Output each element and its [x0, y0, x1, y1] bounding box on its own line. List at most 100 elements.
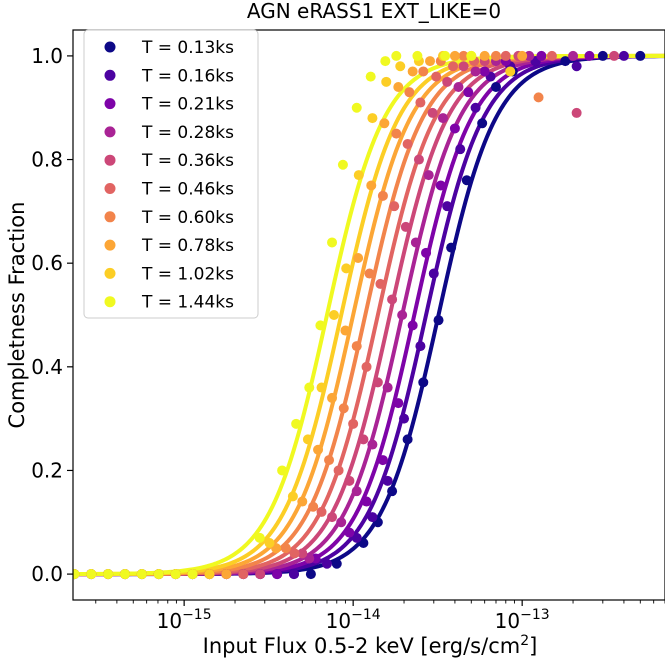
- data-point-series-2: [421, 247, 432, 258]
- data-point-series-0: [477, 118, 488, 129]
- data-point-series-5: [415, 97, 426, 108]
- data-point-series-9: [291, 418, 302, 429]
- y-tick-label: 0.0: [31, 562, 63, 586]
- legend-label: T = 0.36ks: [141, 151, 234, 171]
- data-point-series-6: [490, 50, 501, 61]
- legend-label: T = 0.21ks: [141, 95, 234, 115]
- data-point-series-4: [387, 294, 398, 305]
- data-point-series-1: [351, 532, 362, 543]
- legend-label: T = 0.13ks: [141, 38, 234, 58]
- data-point-series-4: [372, 377, 383, 388]
- data-point-series-0: [597, 50, 608, 61]
- data-point-series-1: [321, 558, 332, 569]
- data-point-series-7: [366, 180, 377, 191]
- y-tick-label: 0.8: [31, 148, 63, 172]
- data-point-series-2: [584, 50, 595, 61]
- data-point-series-0: [433, 315, 444, 326]
- data-point-series-9: [86, 569, 97, 580]
- data-point-series-6: [324, 455, 335, 466]
- data-point-series-7: [340, 325, 351, 336]
- data-point-series-0: [387, 486, 398, 497]
- x-tick-label: 10−13: [495, 607, 550, 633]
- x-tick-label: 10−14: [326, 607, 381, 633]
- data-point-series-2: [463, 87, 474, 98]
- y-tick-label: 1.0: [31, 44, 63, 68]
- data-point-series-8: [353, 170, 364, 181]
- legend-marker: [104, 154, 116, 166]
- data-point-series-4: [413, 154, 424, 165]
- data-point-series-4: [571, 107, 582, 118]
- data-point-series-5: [289, 548, 300, 559]
- legend-marker: [104, 126, 116, 138]
- data-point-series-6: [458, 50, 469, 61]
- data-point-series-5: [238, 569, 249, 580]
- legend-marker: [104, 41, 116, 53]
- data-point-series-7: [297, 496, 308, 507]
- data-point-series-5: [389, 201, 400, 212]
- data-point-series-1: [618, 50, 629, 61]
- data-point-series-3: [397, 310, 408, 320]
- legend-label: T = 1.02ks: [141, 264, 234, 284]
- x-axis-label: Input Flux 0.5-2 keV [erg/s/cm2]: [203, 633, 538, 658]
- data-point-series-5: [546, 50, 557, 61]
- x-axis: 10−15 10−14 10−13: [95, 600, 665, 633]
- data-point-series-8: [395, 61, 406, 72]
- data-point-series-8: [302, 434, 313, 445]
- data-point-series-3: [437, 113, 448, 124]
- data-point-series-0: [402, 434, 413, 445]
- data-point-series-7: [517, 50, 528, 61]
- legend-marker: [104, 267, 116, 279]
- data-point-series-1: [442, 201, 453, 212]
- data-point-series-3: [453, 82, 464, 92]
- data-point-series-8: [381, 76, 392, 87]
- data-point-series-0: [560, 56, 571, 67]
- data-point-series-2: [344, 527, 355, 538]
- data-point-series-6: [338, 403, 349, 414]
- data-point-series-0: [446, 242, 457, 253]
- data-point-series-1: [289, 569, 299, 580]
- x-tick-label: 10−15: [157, 607, 212, 633]
- data-point-series-3: [524, 50, 535, 61]
- data-point-series-2: [536, 50, 547, 61]
- data-point-series-9: [466, 50, 477, 61]
- data-point-series-7: [479, 50, 490, 61]
- data-point-series-9: [254, 532, 265, 543]
- data-point-series-0: [418, 377, 429, 388]
- data-point-series-1: [399, 413, 410, 424]
- legend-marker: [104, 183, 116, 194]
- data-point-series-4: [427, 107, 438, 118]
- data-point-series-6: [364, 268, 375, 279]
- data-point-series-6: [377, 190, 388, 201]
- data-point-series-9: [136, 569, 147, 580]
- plot-frame: [72, 29, 665, 601]
- data-point-series-7: [407, 66, 418, 77]
- data-point-series-9: [365, 71, 376, 82]
- y-tick-label: 0.4: [31, 355, 63, 379]
- data-point-series-3: [336, 517, 347, 528]
- data-point-series-1: [470, 102, 481, 113]
- data-point-series-5: [431, 71, 442, 82]
- chart-title: AGN eRASS1 EXT_LIKE=0: [247, 0, 501, 23]
- data-point-series-0: [461, 175, 472, 186]
- legend-label: T = 0.16ks: [141, 66, 234, 86]
- legend-marker: [104, 69, 116, 81]
- data-point-series-6: [418, 66, 429, 77]
- legend-box: [83, 29, 259, 319]
- legend-marker: [104, 239, 116, 251]
- data-point-series-5: [348, 418, 359, 429]
- legend-label: T = 0.28ks: [141, 123, 234, 143]
- data-point-series-2: [407, 320, 418, 331]
- data-point-series-5: [333, 465, 344, 476]
- data-point-series-4: [442, 76, 453, 87]
- data-point-series-2: [393, 398, 404, 409]
- legend-marker: [104, 296, 116, 308]
- data-point-series-1: [415, 341, 426, 352]
- data-point-series-9: [315, 320, 326, 331]
- data-point-series-0: [331, 558, 342, 569]
- data-point-series-5: [448, 61, 459, 72]
- data-point-series-0: [490, 82, 501, 92]
- data-point-series-4: [609, 50, 620, 61]
- data-point-series-7: [221, 569, 232, 580]
- data-point-series-1: [382, 475, 393, 486]
- data-point-series-4: [255, 569, 266, 580]
